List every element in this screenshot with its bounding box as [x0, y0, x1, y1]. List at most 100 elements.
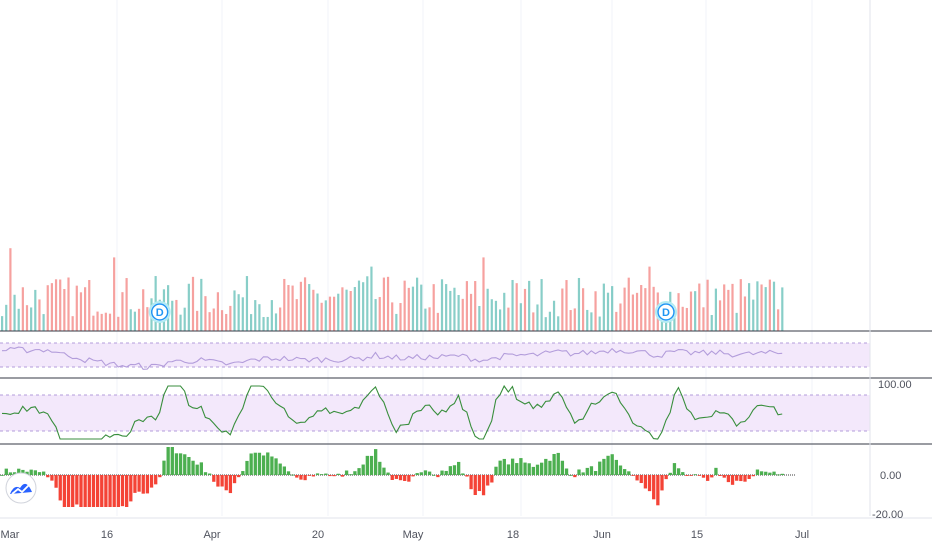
- histogram-bar: [125, 475, 129, 507]
- histogram-bar: [672, 463, 677, 475]
- volume-bar: [241, 297, 244, 331]
- indicator-1-band: [0, 343, 870, 367]
- volume-bar: [623, 287, 626, 331]
- histogram-bar: [490, 475, 494, 483]
- volume-bar: [96, 311, 99, 331]
- volume-bar: [768, 279, 771, 331]
- histogram-bar: [42, 471, 46, 475]
- volume-bar: [469, 293, 473, 331]
- volume-bar: [689, 291, 693, 331]
- histogram-bar: [755, 469, 760, 475]
- histogram-bar: [291, 474, 295, 476]
- volume-bar: [146, 307, 149, 331]
- volume-bar: [258, 304, 261, 331]
- volume-bar: [316, 293, 319, 331]
- histogram-bar: [261, 455, 266, 475]
- time-axis[interactable]: Mar 16 Apr 20 May 18 Jun 15 Jul: [1, 529, 810, 541]
- volume-bar: [79, 292, 83, 331]
- histogram-bar: [531, 466, 535, 475]
- dividend-marker-label: D: [662, 307, 670, 319]
- volume-bar: [362, 282, 365, 331]
- volume-bar: [341, 287, 344, 331]
- histogram-bar: [647, 475, 652, 492]
- volume-bar: [714, 288, 717, 331]
- histogram-bar: [183, 454, 187, 475]
- histogram-bar: [220, 475, 224, 487]
- volume-bar: [196, 310, 199, 331]
- histogram-bar: [394, 475, 399, 479]
- volume-bar: [108, 313, 112, 331]
- volume-bar: [486, 288, 489, 331]
- volume-bar: [482, 257, 485, 331]
- volume-bar: [88, 280, 91, 331]
- histogram-bar: [199, 462, 203, 475]
- histogram-bar: [564, 468, 569, 475]
- histogram-bar: [344, 470, 349, 475]
- volume-bar: [337, 293, 340, 331]
- volume-bar: [507, 307, 510, 331]
- volume-bar: [602, 283, 605, 331]
- histogram-bar: [270, 456, 274, 475]
- volume-bar: [204, 296, 207, 331]
- volume-bar: [677, 293, 680, 331]
- volume-bar: [432, 284, 435, 331]
- histogram-bar: [473, 475, 477, 496]
- histogram-bar: [191, 460, 195, 475]
- histogram-bar: [324, 473, 328, 475]
- price-axis[interactable]: 90.00100.00110.00120.00130.00140.00150.0…: [870, 0, 932, 521]
- volume-bar: [25, 305, 29, 331]
- histogram-bar: [701, 475, 706, 478]
- histogram-bar: [710, 475, 714, 478]
- volume-bar: [370, 266, 373, 331]
- tradingview-logo-icon[interactable]: [5, 472, 37, 504]
- histogram-bar: [311, 475, 316, 477]
- histogram-bar: [71, 475, 75, 507]
- histogram-bar: [523, 462, 527, 475]
- histogram-bar: [585, 467, 589, 475]
- volume-bar: [212, 308, 215, 331]
- volume-bar: [743, 296, 747, 331]
- histogram-bar: [444, 470, 448, 475]
- volume-bar: [474, 281, 477, 331]
- histogram-bar: [58, 475, 62, 501]
- volume-bar: [619, 303, 622, 331]
- volume-bar: [1, 316, 4, 331]
- volume-bar: [428, 307, 431, 331]
- volume-bar: [586, 309, 589, 331]
- volume-bar: [590, 312, 593, 331]
- histogram-bar: [12, 472, 17, 475]
- volume-bar: [225, 313, 228, 331]
- volume-bar: [511, 279, 514, 331]
- histogram-bar: [274, 458, 278, 475]
- volume-bar: [735, 312, 738, 331]
- indicator-3-tick-label: -20.00: [872, 509, 903, 521]
- volume-bar: [34, 289, 37, 331]
- histogram-bar: [643, 475, 648, 489]
- volume-bar: [698, 283, 701, 331]
- volume-bar: [548, 311, 551, 331]
- histogram-bar: [37, 472, 42, 475]
- volume-bar: [499, 309, 502, 331]
- volume-bar: [287, 285, 290, 331]
- volume-bar: [312, 289, 315, 331]
- volume-bar: [142, 289, 145, 331]
- volume-bar: [366, 276, 369, 331]
- histogram-bar: [689, 475, 693, 476]
- histogram-bar: [137, 475, 141, 492]
- volume-bar: [254, 300, 257, 331]
- volume-bar: [577, 277, 581, 331]
- histogram-bar: [361, 464, 365, 475]
- histogram-bar: [759, 471, 764, 475]
- volume-bar: [552, 300, 556, 331]
- histogram-bar: [415, 473, 419, 475]
- volume-bar: [644, 288, 647, 331]
- histogram-bar: [411, 475, 415, 477]
- time-tick-label: Jul: [795, 529, 809, 541]
- histogram-bar: [581, 472, 585, 475]
- volume-bar: [233, 290, 236, 331]
- histogram-bar: [75, 475, 79, 505]
- volume-bar: [46, 285, 49, 331]
- histogram-bar: [519, 458, 523, 475]
- histogram-bar: [320, 474, 324, 475]
